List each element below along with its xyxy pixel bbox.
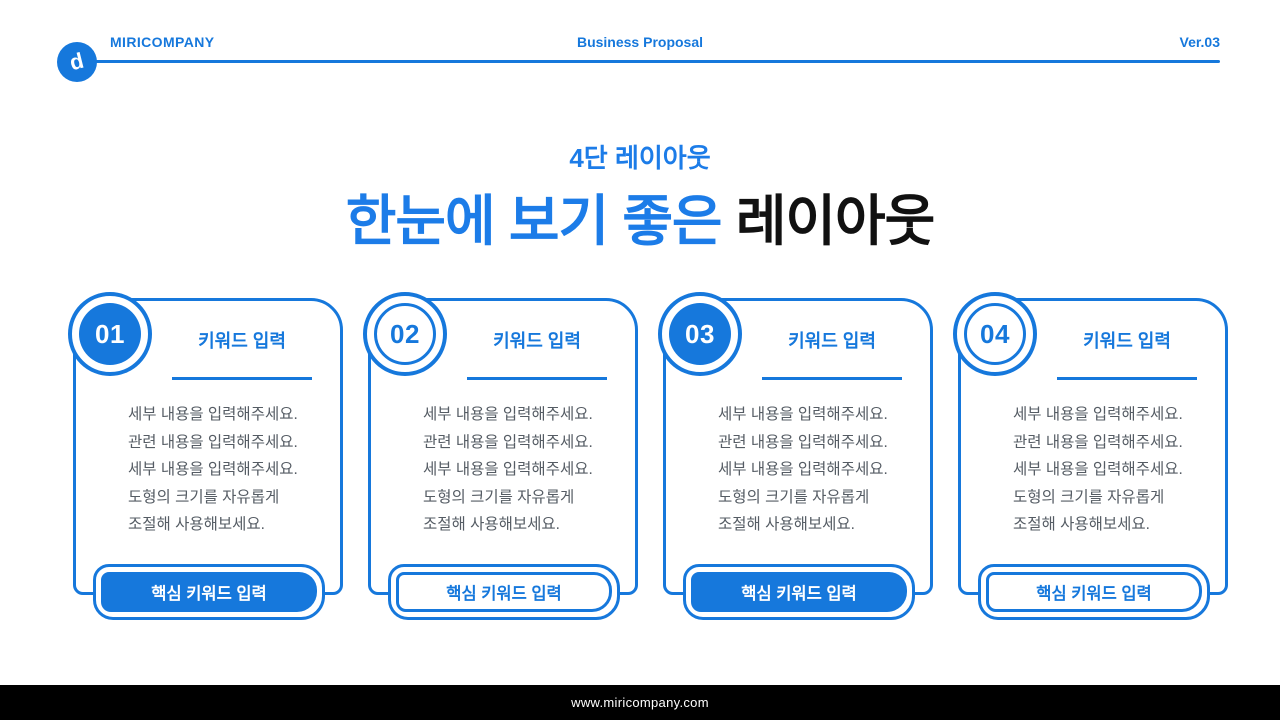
card-number: 04 xyxy=(964,303,1026,365)
card-body-text: 세부 내용을 입력해주세요. 관련 내용을 입력해주세요. 세부 내용을 입력해… xyxy=(128,401,328,539)
cta-label: 핵심 키워드 입력 xyxy=(101,572,317,612)
body-line: 세부 내용을 입력해주세요. xyxy=(1013,461,1183,478)
body-line: 도형의 크기를 자유롭게 xyxy=(423,488,575,506)
body-line: 세부 내용을 입력해주세요. xyxy=(423,406,593,423)
card-number-badge: 01 xyxy=(68,292,152,376)
card-number-badge: 03 xyxy=(658,292,742,376)
card-cta: 핵심 키워드 입력 xyxy=(388,564,620,620)
logo-glyph: d xyxy=(67,47,87,76)
slide-title: 한눈에 보기 좋은 레이아웃 xyxy=(0,176,1280,256)
version-label: Ver.03 xyxy=(1179,34,1221,50)
header-divider-line xyxy=(77,60,1220,63)
card-heading: 키워드 입력 xyxy=(750,327,914,380)
card-02: 02 키워드 입력 세부 내용을 입력해주세요. 관련 내용을 입력해주세요. … xyxy=(363,292,638,620)
card-number: 03 xyxy=(669,303,731,365)
body-line: 도형의 크기를 자유롭게 xyxy=(1013,488,1165,506)
card-03: 03 키워드 입력 세부 내용을 입력해주세요. 관련 내용을 입력해주세요. … xyxy=(658,292,933,620)
keyword-underline xyxy=(467,377,607,380)
card-number: 02 xyxy=(374,303,436,365)
body-line: 관련 내용을 입력해주세요. xyxy=(1013,433,1183,451)
body-line: 세부 내용을 입력해주세요. xyxy=(718,406,888,423)
body-line: 조절해 사용해보세요. xyxy=(423,516,560,533)
company-name: MIRICOMPANY xyxy=(110,34,215,50)
card-heading: 키워드 입력 xyxy=(455,327,619,380)
body-line: 조절해 사용해보세요. xyxy=(1013,516,1150,533)
keyword-label: 키워드 입력 xyxy=(198,331,286,351)
keyword-label: 키워드 입력 xyxy=(493,331,581,351)
card-body-text: 세부 내용을 입력해주세요. 관련 내용을 입력해주세요. 세부 내용을 입력해… xyxy=(423,401,623,539)
body-line: 세부 내용을 입력해주세요. xyxy=(128,461,298,478)
card-cta: 핵심 키워드 입력 xyxy=(978,564,1210,620)
card-cta: 핵심 키워드 입력 xyxy=(93,564,325,620)
card-cta: 핵심 키워드 입력 xyxy=(683,564,915,620)
slide-subtitle: 4단 레이아웃 xyxy=(569,143,711,173)
body-line: 관련 내용을 입력해주세요. xyxy=(718,433,888,451)
card-01: 01 키워드 입력 세부 내용을 입력해주세요. 관련 내용을 입력해주세요. … xyxy=(68,292,343,620)
body-line: 관련 내용을 입력해주세요. xyxy=(128,433,298,451)
body-line: 세부 내용을 입력해주세요. xyxy=(423,461,593,478)
document-type-label: Business Proposal xyxy=(576,34,704,50)
footer-bar: www.miricompany.com xyxy=(0,685,1280,720)
body-line: 조절해 사용해보세요. xyxy=(718,516,855,533)
card-number-badge: 02 xyxy=(363,292,447,376)
footer-url: www.miricompany.com xyxy=(571,695,709,710)
card-body-text: 세부 내용을 입력해주세요. 관련 내용을 입력해주세요. 세부 내용을 입력해… xyxy=(1013,401,1213,539)
keyword-label: 키워드 입력 xyxy=(788,331,876,351)
cta-label: 핵심 키워드 입력 xyxy=(396,572,612,612)
body-line: 세부 내용을 입력해주세요. xyxy=(1013,406,1183,423)
cta-label: 핵심 키워드 입력 xyxy=(691,572,907,612)
body-line: 조절해 사용해보세요. xyxy=(128,516,265,533)
body-line: 도형의 크기를 자유롭게 xyxy=(718,488,870,506)
body-line: 관련 내용을 입력해주세요. xyxy=(423,433,593,451)
card-heading: 키워드 입력 xyxy=(160,327,324,380)
keyword-underline xyxy=(1057,377,1197,380)
body-line: 세부 내용을 입력해주세요. xyxy=(128,406,298,423)
keyword-underline xyxy=(762,377,902,380)
card-heading: 키워드 입력 xyxy=(1045,327,1209,380)
body-line: 도형의 크기를 자유롭게 xyxy=(128,488,280,506)
cards-row: 01 키워드 입력 세부 내용을 입력해주세요. 관련 내용을 입력해주세요. … xyxy=(68,292,1228,620)
keyword-label: 키워드 입력 xyxy=(1083,331,1171,351)
card-body-text: 세부 내용을 입력해주세요. 관련 내용을 입력해주세요. 세부 내용을 입력해… xyxy=(718,401,918,539)
slide-title-highlight: 한눈에 보기 좋은 xyxy=(345,190,736,252)
slide-title-rest: 레이아웃 xyxy=(735,190,935,252)
keyword-underline xyxy=(172,377,312,380)
card-number: 01 xyxy=(79,303,141,365)
cta-label: 핵심 키워드 입력 xyxy=(986,572,1202,612)
company-logo-icon: d xyxy=(57,42,97,82)
body-line: 세부 내용을 입력해주세요. xyxy=(718,461,888,478)
card-number-badge: 04 xyxy=(953,292,1037,376)
card-04: 04 키워드 입력 세부 내용을 입력해주세요. 관련 내용을 입력해주세요. … xyxy=(953,292,1228,620)
